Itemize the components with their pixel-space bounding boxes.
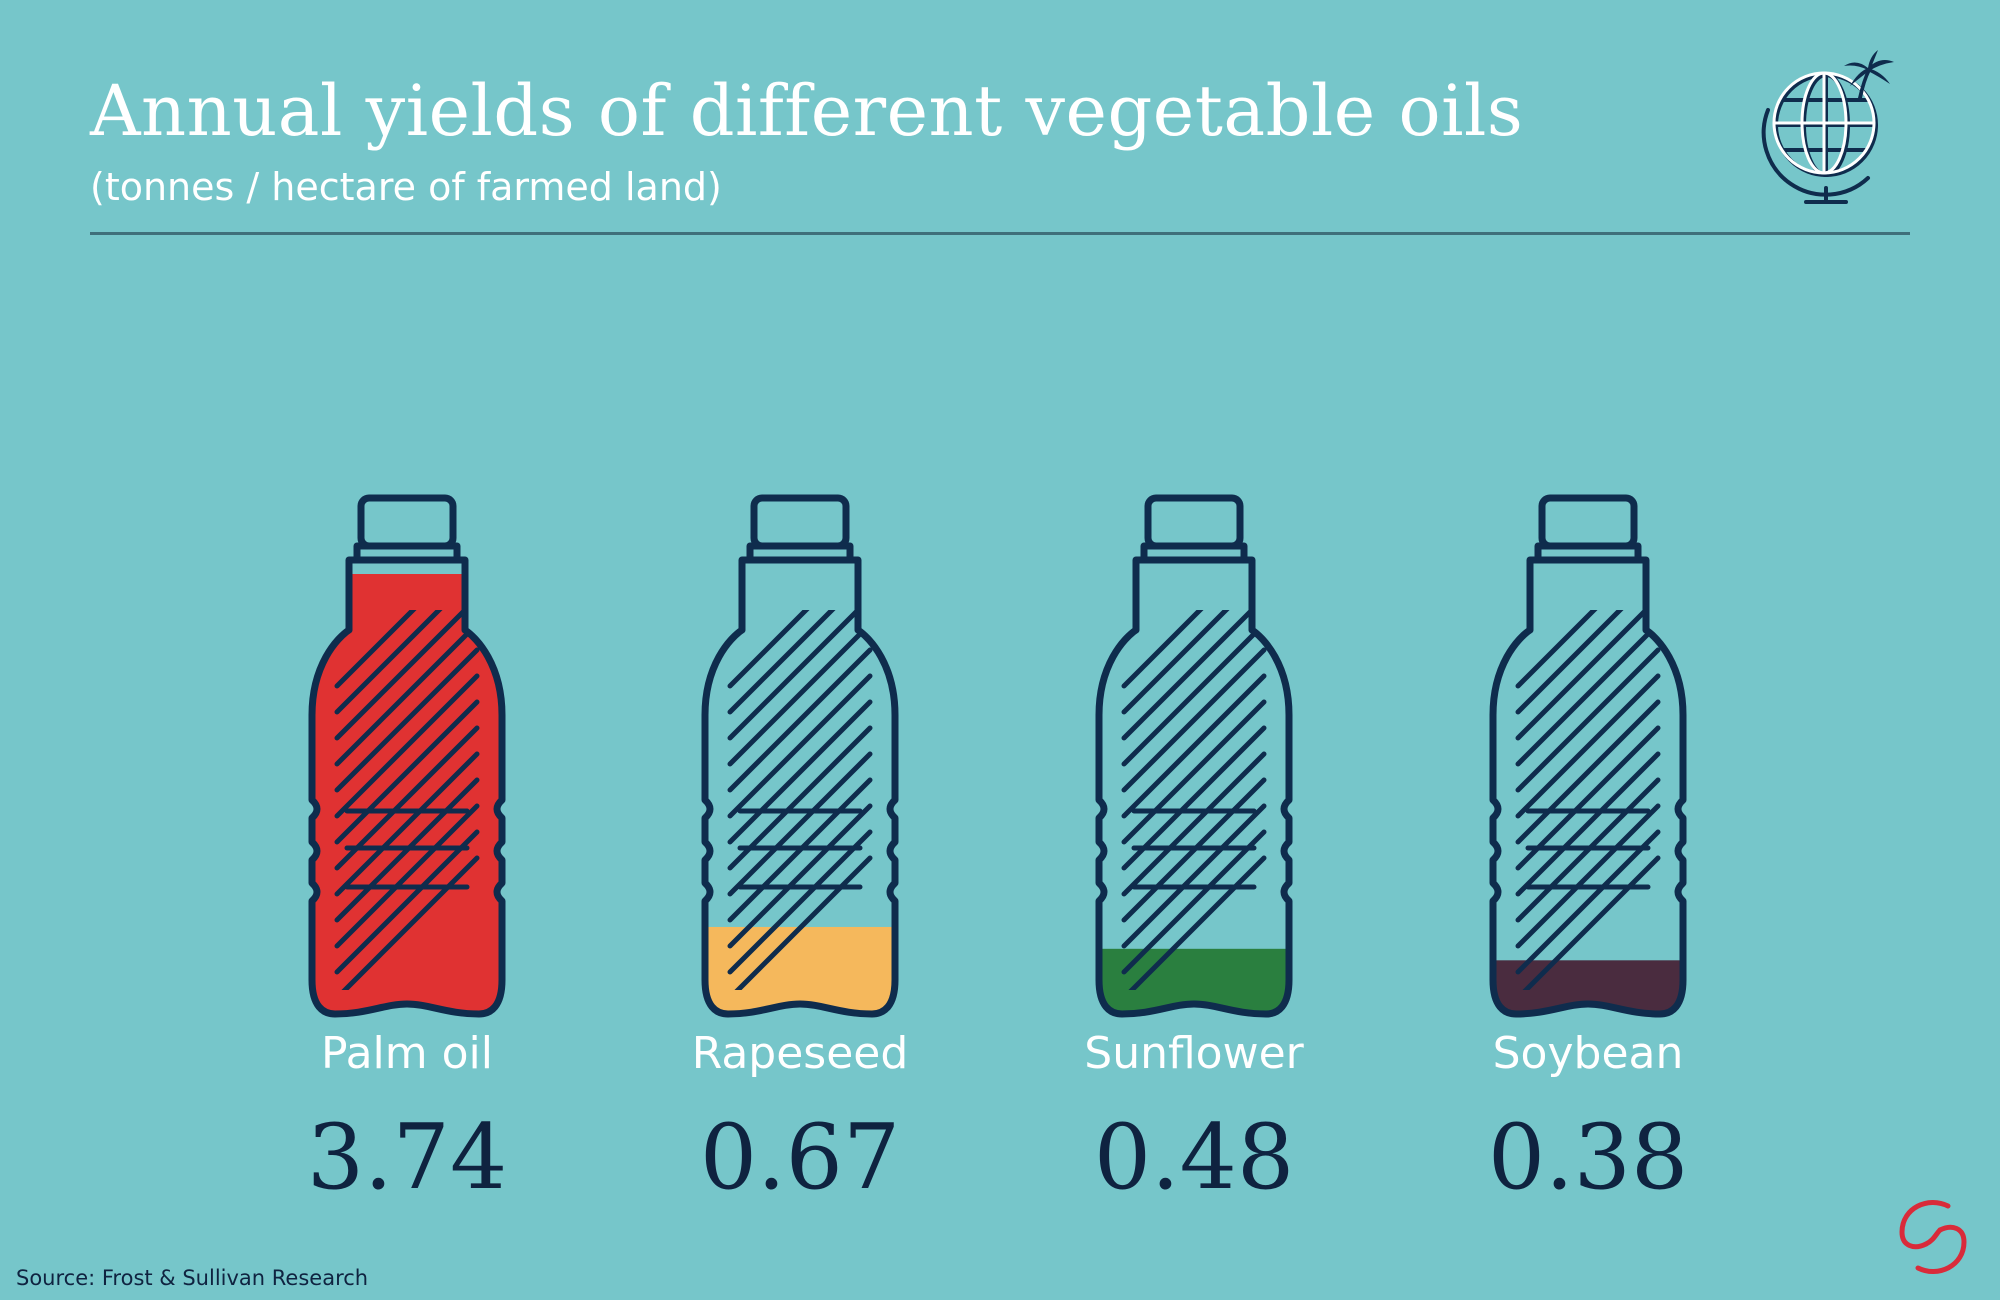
bottle-outline [701,556,899,1018]
category-label: Sunflower [1084,1028,1304,1079]
bottle-outline [1489,556,1687,1018]
bottle-outline [1095,556,1293,1018]
brand-logo-icon [1899,1199,1967,1275]
bottle-hatch-0 [334,610,480,990]
bottle-outline [308,556,506,1018]
bottle-hatch-2 [1121,610,1267,990]
category-label: Rapeseed [692,1028,909,1079]
category-label: Palm oil [321,1028,493,1079]
bottle-1: Rapeseed 0.67 [692,494,909,1210]
globe-palm-icon [1761,50,1894,204]
source-note: Source: Frost & Sullivan Research [16,1266,369,1290]
bottle-cap [750,494,850,550]
value-label: 0.67 [700,1105,900,1210]
bottle-2: Sunflower 0.48 [1084,494,1305,1210]
value-label: 0.48 [1094,1105,1294,1210]
chart-title: Annual yields of different vegetable oil… [90,70,1524,152]
category-label: Soybean [1493,1028,1684,1079]
header-divider [90,232,1910,235]
bottle-cap [1538,494,1638,550]
bottle-0: Palm oil 3.74 [307,494,507,1210]
chart-subtitle: (tonnes / hectare of farmed land) [90,165,722,209]
bar-fill-1 [705,926,895,1014]
value-label: 3.74 [307,1105,507,1210]
bottle-hatch-3 [1515,610,1661,990]
bottle-3: Soybean 0.38 [1488,494,1688,1210]
bottle-cap [1144,494,1244,550]
bottle-cap [357,494,457,550]
value-label: 0.38 [1488,1105,1688,1210]
